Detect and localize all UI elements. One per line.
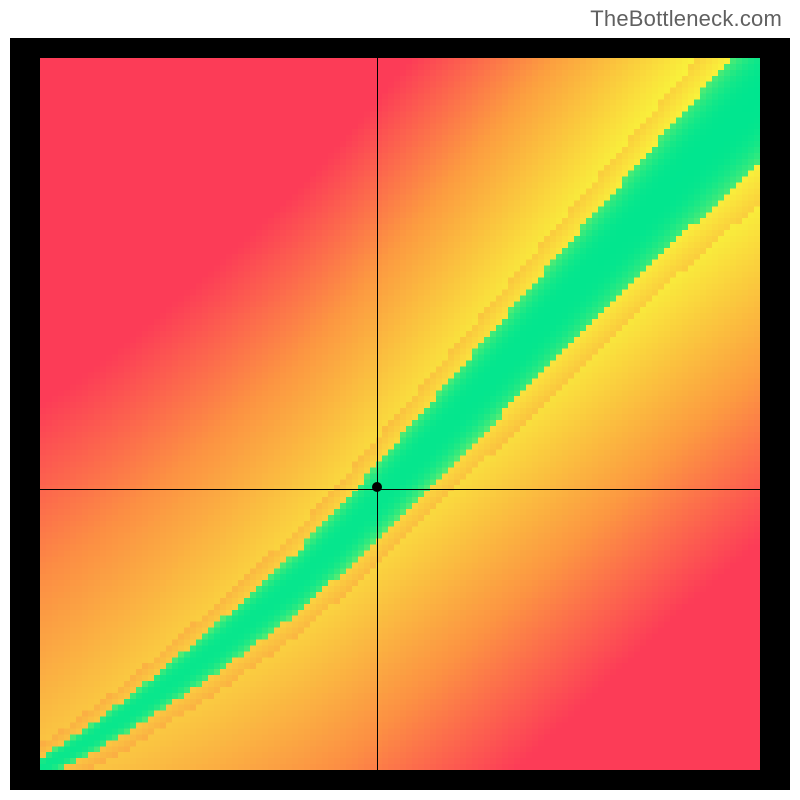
crosshair-horizontal [40,489,760,490]
watermark-text: TheBottleneck.com [590,6,782,32]
crosshair-vertical [377,58,378,770]
heatmap-canvas [40,58,760,770]
plot-area [40,58,760,770]
marker-dot [372,482,382,492]
chart-outer-frame [10,38,790,790]
